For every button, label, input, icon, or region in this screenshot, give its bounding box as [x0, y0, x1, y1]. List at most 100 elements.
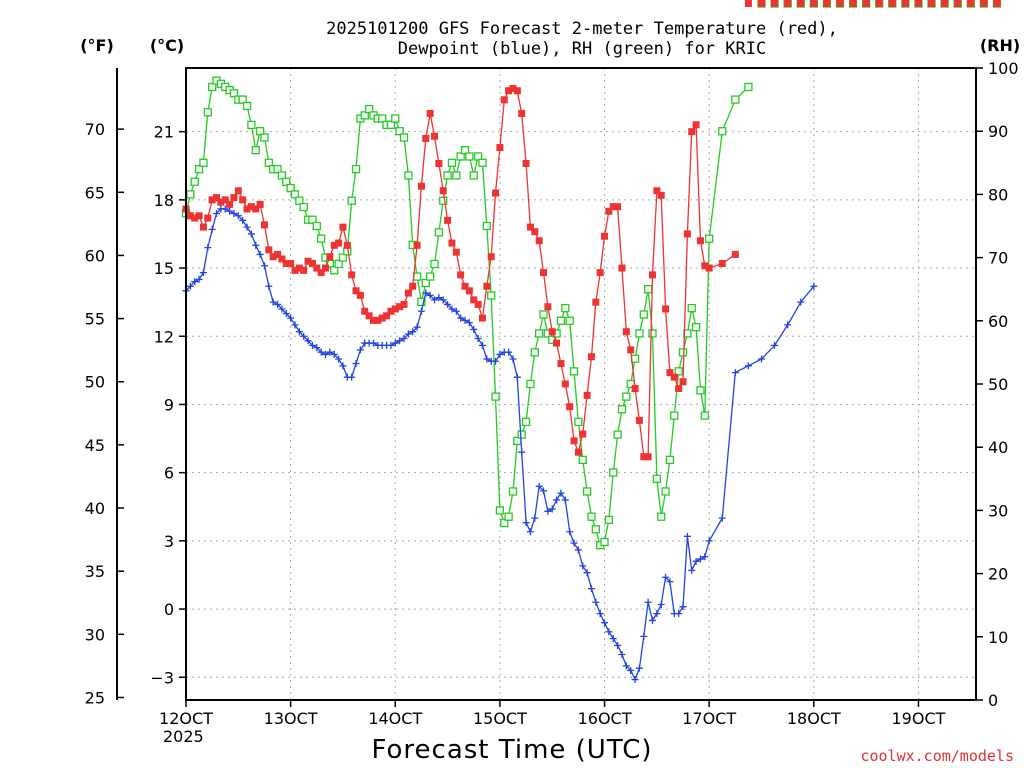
temperature-point [330, 241, 338, 249]
temperature-point [282, 260, 290, 268]
temperature-point [208, 196, 216, 204]
dewpoint-point [226, 207, 234, 215]
temperature-point [335, 239, 343, 247]
temperature-point [540, 269, 548, 277]
dewpoint-point [810, 282, 818, 290]
dewpoint-point [483, 355, 491, 363]
rh-point [260, 133, 269, 142]
dewpoint-point [797, 298, 805, 306]
rh-point [652, 474, 662, 483]
rh-point [443, 171, 452, 180]
temperature-point [583, 391, 591, 399]
dewpoint-point [221, 205, 229, 213]
temperature-point [518, 109, 526, 117]
dewpoint-point [544, 507, 552, 515]
rh-point [282, 177, 291, 186]
rh-point [452, 171, 461, 180]
series-group [182, 0, 1002, 684]
dewpoint-point [247, 230, 255, 238]
rh-point [317, 234, 326, 243]
time-tick-label: 15OCT [473, 709, 527, 728]
temperature-point [234, 187, 242, 195]
temperature-point [374, 316, 382, 324]
temperature-point [365, 312, 373, 320]
dewpoint-point [278, 305, 286, 313]
dewpoint-point [692, 557, 700, 565]
dewpoint-point [640, 632, 648, 640]
temperature-point [369, 316, 377, 324]
celsius-axis: −3 0 3 6 9 12 15 18 21 [150, 123, 186, 687]
temperature-point [426, 109, 434, 117]
celsius-tick-label: 6 [164, 464, 174, 483]
temperature-point [980, 0, 988, 7]
chart-title-line2: Dewpoint (blue), RH (green) for KRIC [398, 39, 766, 59]
dewpoint-point [784, 321, 792, 329]
dewpoint-point [335, 355, 343, 363]
rh-point [718, 127, 727, 136]
celsius-tick-label: 0 [164, 600, 174, 619]
fahrenheit-tick-label: 70 [85, 120, 105, 139]
temperature-point [627, 346, 635, 354]
dewpoint-point [474, 335, 482, 343]
rh-point [251, 146, 260, 155]
dewpoint-point [583, 569, 591, 577]
dewpoint-point [208, 225, 216, 233]
rh-point [744, 82, 753, 92]
rh-tick-label: 70 [988, 249, 1008, 268]
temperature-point [492, 189, 500, 197]
rh-point [582, 487, 592, 496]
rh-point [643, 285, 653, 294]
temperature-point [422, 134, 430, 142]
temperature-point [649, 271, 657, 279]
dewpoint-point [531, 514, 539, 522]
temperature-point [352, 287, 360, 295]
fahrenheit-axis: 25 30 35 40 45 50 55 60 65 70 [85, 120, 124, 707]
temperature-point [609, 203, 617, 211]
rh-point [360, 111, 369, 120]
temperature-point [300, 266, 308, 274]
rh-point [434, 228, 444, 237]
rh-point [491, 392, 500, 401]
dewpoint-point [618, 651, 626, 659]
temperature-point [461, 282, 469, 290]
dewpoint-point [439, 296, 447, 304]
temperature-point [505, 87, 513, 95]
rh-point [273, 164, 282, 174]
rh-point [635, 329, 644, 338]
dewpoint-point [596, 610, 604, 618]
temperature-point [287, 260, 295, 268]
temperature-point [213, 194, 221, 202]
rh-point [604, 515, 614, 525]
rh-tick-label: 90 [988, 122, 1008, 141]
temperature-point [322, 264, 330, 272]
temperature-point [679, 378, 687, 386]
dewpoint-point [461, 316, 469, 324]
dewpoint-point [256, 250, 264, 258]
series-temperature [182, 0, 1001, 461]
temperature-point [757, 0, 765, 7]
rh-point [378, 114, 387, 123]
temperature-point [692, 121, 700, 129]
celsius-tick-label: 21 [154, 123, 174, 142]
rh-point [439, 196, 448, 205]
rh-point [330, 266, 339, 275]
temperature-point [718, 260, 726, 268]
rh-point [456, 152, 465, 161]
rh-point [661, 487, 670, 496]
temperature-point [247, 203, 255, 211]
temperature-point [483, 282, 491, 290]
time-tick-label: 17OCT [682, 709, 736, 728]
dewpoint-point [718, 514, 726, 522]
temperature-point [644, 453, 652, 461]
dewpoint-point [553, 496, 561, 504]
rh-point [447, 158, 457, 167]
rh-point [395, 127, 404, 136]
dewpoint-point [243, 223, 251, 231]
rh-point [391, 114, 400, 123]
dewpoint-point [566, 528, 574, 536]
temperature-point [614, 203, 622, 211]
rh-tick-label: 20 [988, 565, 1008, 584]
temperature-point [444, 216, 452, 224]
temperature-point [265, 246, 273, 254]
temperature-point [500, 96, 508, 104]
